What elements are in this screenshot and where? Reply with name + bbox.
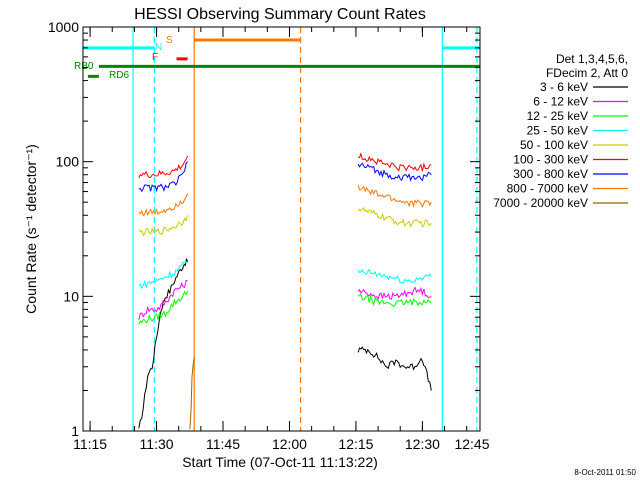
series-line-6-0 [138,161,188,193]
x-tick-label: 11:45 [206,436,240,452]
legend-label: 100 - 300 keV [513,153,588,167]
series-line-8-0 [189,357,195,430]
plot-frame [82,26,481,432]
series-line-5-1 [358,152,432,172]
series-line-4-0 [138,215,189,237]
x-axis-label: Start Time (07-Oct-11 11:13:22) [182,454,378,470]
annotation-s: S [166,35,173,46]
legend-header: FDecim 2, Att 0 [546,66,628,80]
x-tick-label: 12:45 [454,436,489,452]
y-tick-label: 1000 [48,19,79,35]
x-tick-label: 11:15 [73,436,107,452]
series-group [138,152,432,430]
footer-timestamp: 8-Oct-2011 01:50 [574,468,636,477]
series-line-3-0 [138,261,188,290]
annotation-rb0: RB0 [74,61,94,72]
legend-label: 12 - 25 keV [527,109,588,123]
legend-header: Det 1,3,4,5,6, [556,52,628,66]
series-line-2-0 [138,290,189,325]
vertical-markers [132,27,478,431]
series-line-4-1 [357,206,432,228]
chart-title: HESSI Observing Summary Count Rates [134,6,426,23]
annotation-rd6: RD6 [109,70,129,81]
y-tick-label: 1 [71,423,79,439]
legend-label: 6 - 12 keV [533,95,588,109]
legend-label: 300 - 800 keV [513,167,588,181]
series-line-5-0 [138,155,189,179]
x-tick-label: 12:30 [405,436,440,452]
series-line-2-1 [357,292,432,308]
series-line-0-0 [138,258,189,429]
flag-bars: NSF RB0 RD6 [74,35,480,81]
x-tick-label: 12:00 [272,436,307,452]
x-axis: 11:15 11:30 11:45 12:00 12:15 12:30 12:45 [73,27,490,452]
y-tick-label: 100 [56,154,80,170]
annotation-f: F [152,52,158,63]
y-axis-label: Count Rate (s⁻¹ detector⁻¹) [23,144,39,314]
annotation-n: N [155,42,162,53]
legend-label: 50 - 100 keV [520,138,588,152]
series-line-1-0 [138,279,188,321]
series-line-0-1 [357,346,432,391]
y-tick-label: 10 [63,288,79,304]
x-tick-label: 12:15 [338,436,373,452]
series-line-3-1 [357,268,432,285]
legend-label: 25 - 50 keV [527,124,588,138]
series-line-7-1 [357,184,432,209]
series-line-7-0 [138,193,189,217]
legend: Det 1,3,4,5,6,FDecim 2, Att 03 - 6 keV6 … [493,52,628,210]
series-line-6-1 [357,162,432,182]
legend-label: 800 - 7000 keV [507,182,588,196]
legend-label: 7000 - 20000 keV [493,196,588,210]
y-axis: 1 10 100 1000 [48,19,480,439]
x-tick-label: 11:30 [140,436,174,452]
legend-label: 3 - 6 keV [540,80,588,94]
series-line-1-1 [357,286,432,301]
